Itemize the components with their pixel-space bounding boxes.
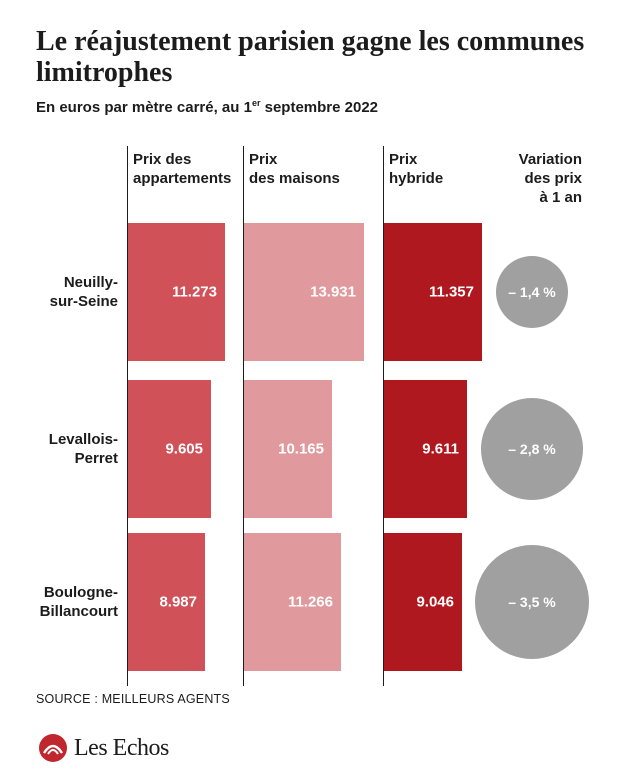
source-note: SOURCE : MEILLEURS AGENTS: [36, 692, 230, 706]
bar-appartements: 11.273: [128, 223, 225, 361]
bar-value-label: 11.357: [428, 283, 474, 301]
variation-circle: – 2,8 %: [481, 398, 583, 500]
chart-title: Le réajustement parisien gagne les commu…: [36, 26, 585, 88]
chart-subtitle: En euros par mètre carré, au 1er septemb…: [36, 98, 378, 116]
bar-value-label: 9.611: [422, 440, 459, 458]
variation-value-label: – 2,8 %: [508, 440, 556, 457]
bar-value-label: 11.266: [287, 593, 333, 611]
subtitle-end: septembre 2022: [260, 99, 379, 116]
column-header-line: appartements: [133, 170, 232, 187]
bar-maisons: 10.165: [244, 380, 332, 518]
bar-value-label: 11.273: [171, 283, 217, 301]
column-header-line: des prix: [524, 170, 582, 187]
column-header-variation: Variation des prix à 1 an: [488, 150, 582, 207]
row-label: Boulogne- Billancourt: [8, 583, 118, 621]
row-label: Levallois- Perret: [8, 430, 118, 468]
bar-value-label: 9.046: [416, 593, 454, 611]
column-header-line: Prix des: [133, 151, 192, 168]
column-header-line: des maisons: [249, 170, 340, 187]
bar-appartements: 8.987: [128, 533, 205, 671]
variation-circle: – 1,4 %: [495, 255, 569, 329]
row-label-line: sur-Seine: [49, 293, 118, 310]
bar-value-label: 13.931: [310, 283, 356, 301]
column-header-line: Variation: [518, 151, 582, 168]
column-header-maisons: Prix des maisons: [249, 150, 340, 188]
bar-value-label: 10.165: [278, 440, 324, 458]
les-echos-emblem-icon: [39, 734, 67, 762]
bar-maisons: 11.266: [244, 533, 341, 671]
column-header-hybride: Prix hybride: [389, 150, 443, 188]
column-divider-appartements: [127, 146, 128, 686]
row-label-line: Perret: [74, 450, 118, 467]
row-label-line: Levallois-: [48, 431, 118, 448]
column-header-appartements: Prix des appartements: [133, 150, 231, 188]
row-label-line: Neuilly-: [63, 274, 118, 291]
bar-value-label: 9.605: [165, 440, 203, 458]
bar-hybride: 9.046: [384, 533, 462, 671]
column-header-line: à 1 an: [539, 189, 582, 206]
bar-maisons: 13.931: [244, 223, 364, 361]
bar-appartements: 9.605: [128, 380, 211, 518]
column-header-line: hybride: [389, 170, 444, 187]
variation-circle: – 3,5 %: [475, 545, 589, 659]
variation-value-label: – 3,5 %: [508, 594, 556, 610]
les-echos-logo: Les Echos: [38, 733, 169, 763]
column-divider-maisons: [243, 146, 244, 686]
subtitle-superscript: er: [251, 98, 261, 108]
bar-hybride: 9.611: [384, 380, 467, 518]
bar-hybride: 11.357: [384, 223, 482, 361]
bar-value-label: 8.987: [159, 593, 197, 611]
row-label-line: Boulogne-: [43, 584, 118, 601]
row-label-line: Billancourt: [39, 603, 118, 620]
column-divider-hybride: [383, 146, 384, 686]
row-label: Neuilly-sur-Seine: [8, 273, 118, 311]
column-header-line: Prix: [389, 151, 418, 168]
variation-value-label: – 1,4 %: [508, 283, 556, 300]
logo-text: Les Echos: [74, 734, 169, 761]
subtitle-main: En euros par mètre carré, au 1: [36, 99, 252, 116]
column-header-line: Prix: [249, 151, 278, 168]
